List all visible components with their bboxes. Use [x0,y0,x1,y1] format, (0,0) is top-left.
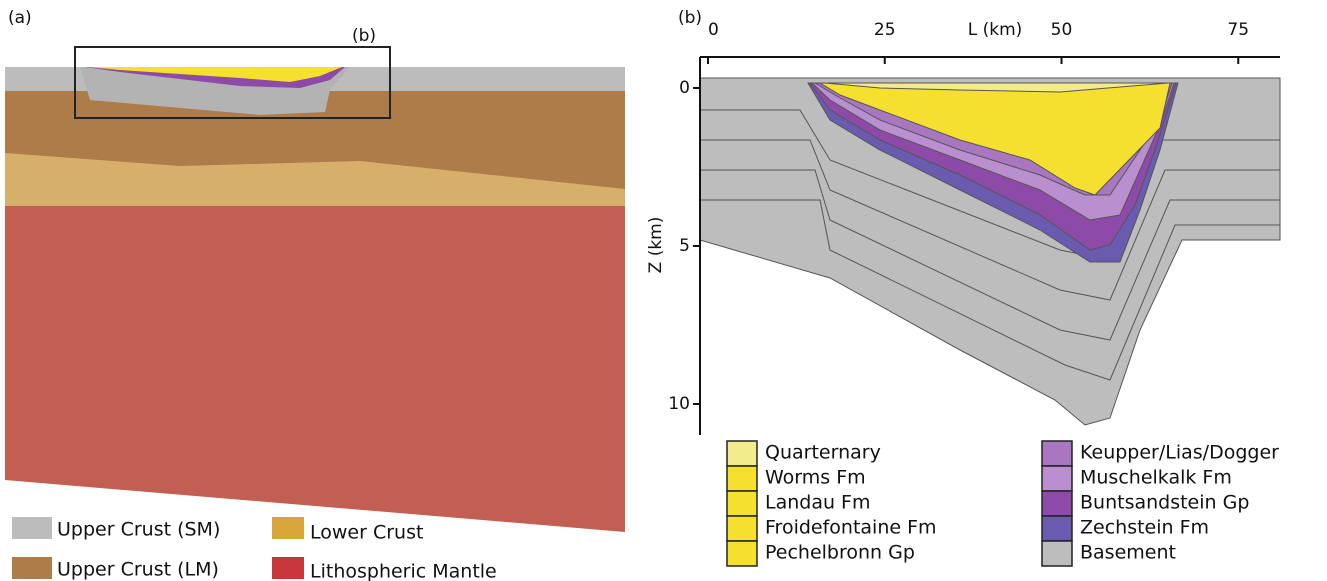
legend-label: Upper Crust (LM) [57,559,219,581]
inset-label: (b) [352,26,376,46]
legend-label: Buntsandstein Gp [1080,492,1249,514]
y-tick-label: 5 [679,236,690,256]
legend-label: Basement [1080,542,1176,564]
legend-swatch [727,441,757,466]
legend-swatch [727,541,757,566]
legend-label: Worms Fm [765,467,866,489]
panel-b: (b) L (km) Z (km) [646,8,1280,435]
y-axis-label: Z (km) [646,217,666,274]
y-tick-label: 0 [679,78,690,98]
x-tick-label: 50 [1051,20,1073,40]
figure: (a) (b) Upper Crust (SM) Upper Crust (LM… [0,0,1327,581]
y-tick-label: 10 [668,394,690,414]
legend-swatch [1042,441,1072,466]
legend-label: Froidefontaine Fm [765,517,937,539]
legend-label: Pechelbronn Gp [765,542,915,564]
legend-label: Muschelkalk Fm [1080,467,1232,489]
legend-swatch [727,491,757,516]
x-axis-label: L (km) [968,20,1023,40]
legend-label: Zechstein Fm [1080,517,1209,539]
legend-label: Lithospheric Mantle [310,561,497,581]
legend-swatch [12,557,52,579]
legend-label: Landau Fm [765,492,871,514]
legend-swatch [727,466,757,491]
legend-label: Upper Crust (SM) [57,519,220,541]
legend-swatch [272,517,304,539]
legend-swatch [1042,491,1072,516]
legend-swatch [1042,516,1072,541]
x-tick-label: 25 [874,20,896,40]
legend-swatch [272,557,304,579]
legend-label: Lower Crust [310,522,423,544]
panel-a: (a) (b) Upper Crust (SM) Upper Crust (LM… [5,8,625,581]
lithospheric-mantle [5,205,625,532]
legend-swatch [727,516,757,541]
x-tick-label: 0 [708,20,719,40]
x-tick-label: 75 [1227,20,1249,40]
legend-label: Keupper/Lias/Dogger [1080,442,1279,464]
legend-swatch [1042,466,1072,491]
legend-swatch [12,517,52,539]
panel-label: (a) [8,8,32,28]
legend-label: Quarternary [765,442,881,464]
legend-swatch [1042,541,1072,566]
panel-label: (b) [678,8,702,28]
